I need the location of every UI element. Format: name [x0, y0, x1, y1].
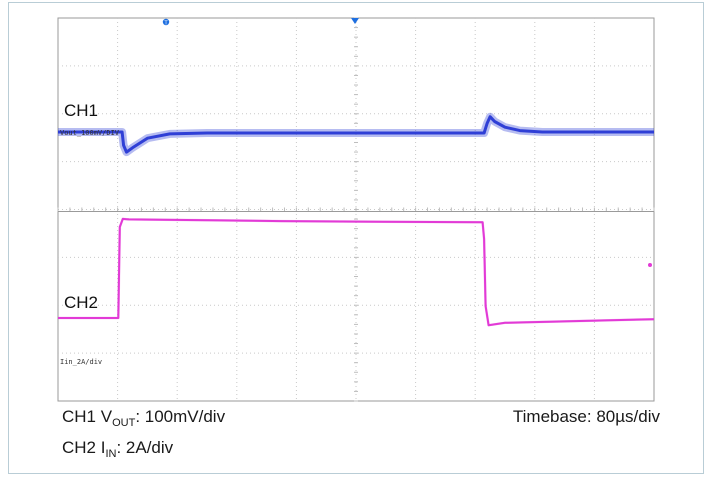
series-ch1-point — [355, 132, 356, 133]
series-ch1-point — [169, 133, 170, 134]
series-ch2-point — [122, 218, 123, 219]
trigger-marker-icon — [162, 18, 170, 26]
series-ch1 — [57, 112, 654, 157]
series-ch1-point — [494, 121, 495, 122]
series-ch1-point — [147, 138, 148, 139]
ch2-label: CH2 — [64, 293, 98, 312]
series-ch1-point — [281, 132, 282, 133]
series-ch1-point — [490, 116, 491, 117]
series-ch2-point — [119, 226, 120, 227]
caption-ch2: CH2 IIN: 2A/div — [62, 438, 173, 460]
caption-ch1-prefix: CH1 V — [62, 407, 113, 426]
caption-timebase: Timebase: 80µs/div — [512, 407, 660, 426]
series-ch2-point — [281, 220, 282, 221]
series-ch1-point — [487, 123, 488, 124]
ch1-scale-label: Vout_100mV/DIV — [60, 129, 120, 137]
series-ch2-point — [488, 325, 489, 326]
series-ch1-point — [126, 152, 127, 153]
caption-ch1-sub: OUT — [112, 417, 136, 429]
caption-ch2-prefix: CH2 I — [62, 438, 106, 457]
caption-ch1: CH1 VOUT: 100mV/div — [62, 407, 225, 429]
series-ch1-point — [504, 127, 505, 128]
series-ch1-point — [123, 145, 124, 146]
series-ch1-point — [542, 131, 543, 132]
series-ch1-point — [475, 132, 476, 133]
series-ch2-point — [485, 305, 486, 306]
series-ch2-point — [484, 238, 485, 239]
caption-ch2-sub: IN — [105, 448, 117, 460]
ch2-scale-label: Iin_2A/div — [60, 358, 102, 366]
series-ch1-line — [58, 115, 654, 154]
series-ch2-point — [57, 317, 58, 318]
series-ch1-point — [206, 132, 207, 133]
series-ch2-point — [118, 317, 119, 318]
ch2-trigger-level-icon — [648, 263, 652, 267]
series-ch2-point — [128, 219, 129, 220]
series-ch1-point — [484, 132, 485, 133]
trigger-position-icon — [351, 18, 359, 24]
caption-ch2-suffix: : 2A/div — [116, 438, 174, 457]
series-ch1-point — [519, 130, 520, 131]
graticule — [57, 17, 655, 402]
series-ch1-point — [57, 131, 58, 132]
series-ch2 — [57, 217, 655, 327]
series-ch2-point — [482, 222, 483, 223]
series-ch1-point — [121, 131, 122, 132]
series-ch2-point — [653, 319, 654, 320]
series-ch1-point — [653, 131, 654, 132]
series-ch2-point — [504, 322, 505, 323]
caption-ch1-suffix: : 100mV/div — [135, 407, 226, 426]
figure-frame — [8, 2, 704, 474]
series-ch2-line — [58, 217, 655, 327]
ch1-label: CH1 — [64, 101, 98, 120]
trigger-marker-letter: T — [163, 21, 168, 27]
series-ch1-point — [132, 147, 133, 148]
traces — [57, 112, 655, 327]
